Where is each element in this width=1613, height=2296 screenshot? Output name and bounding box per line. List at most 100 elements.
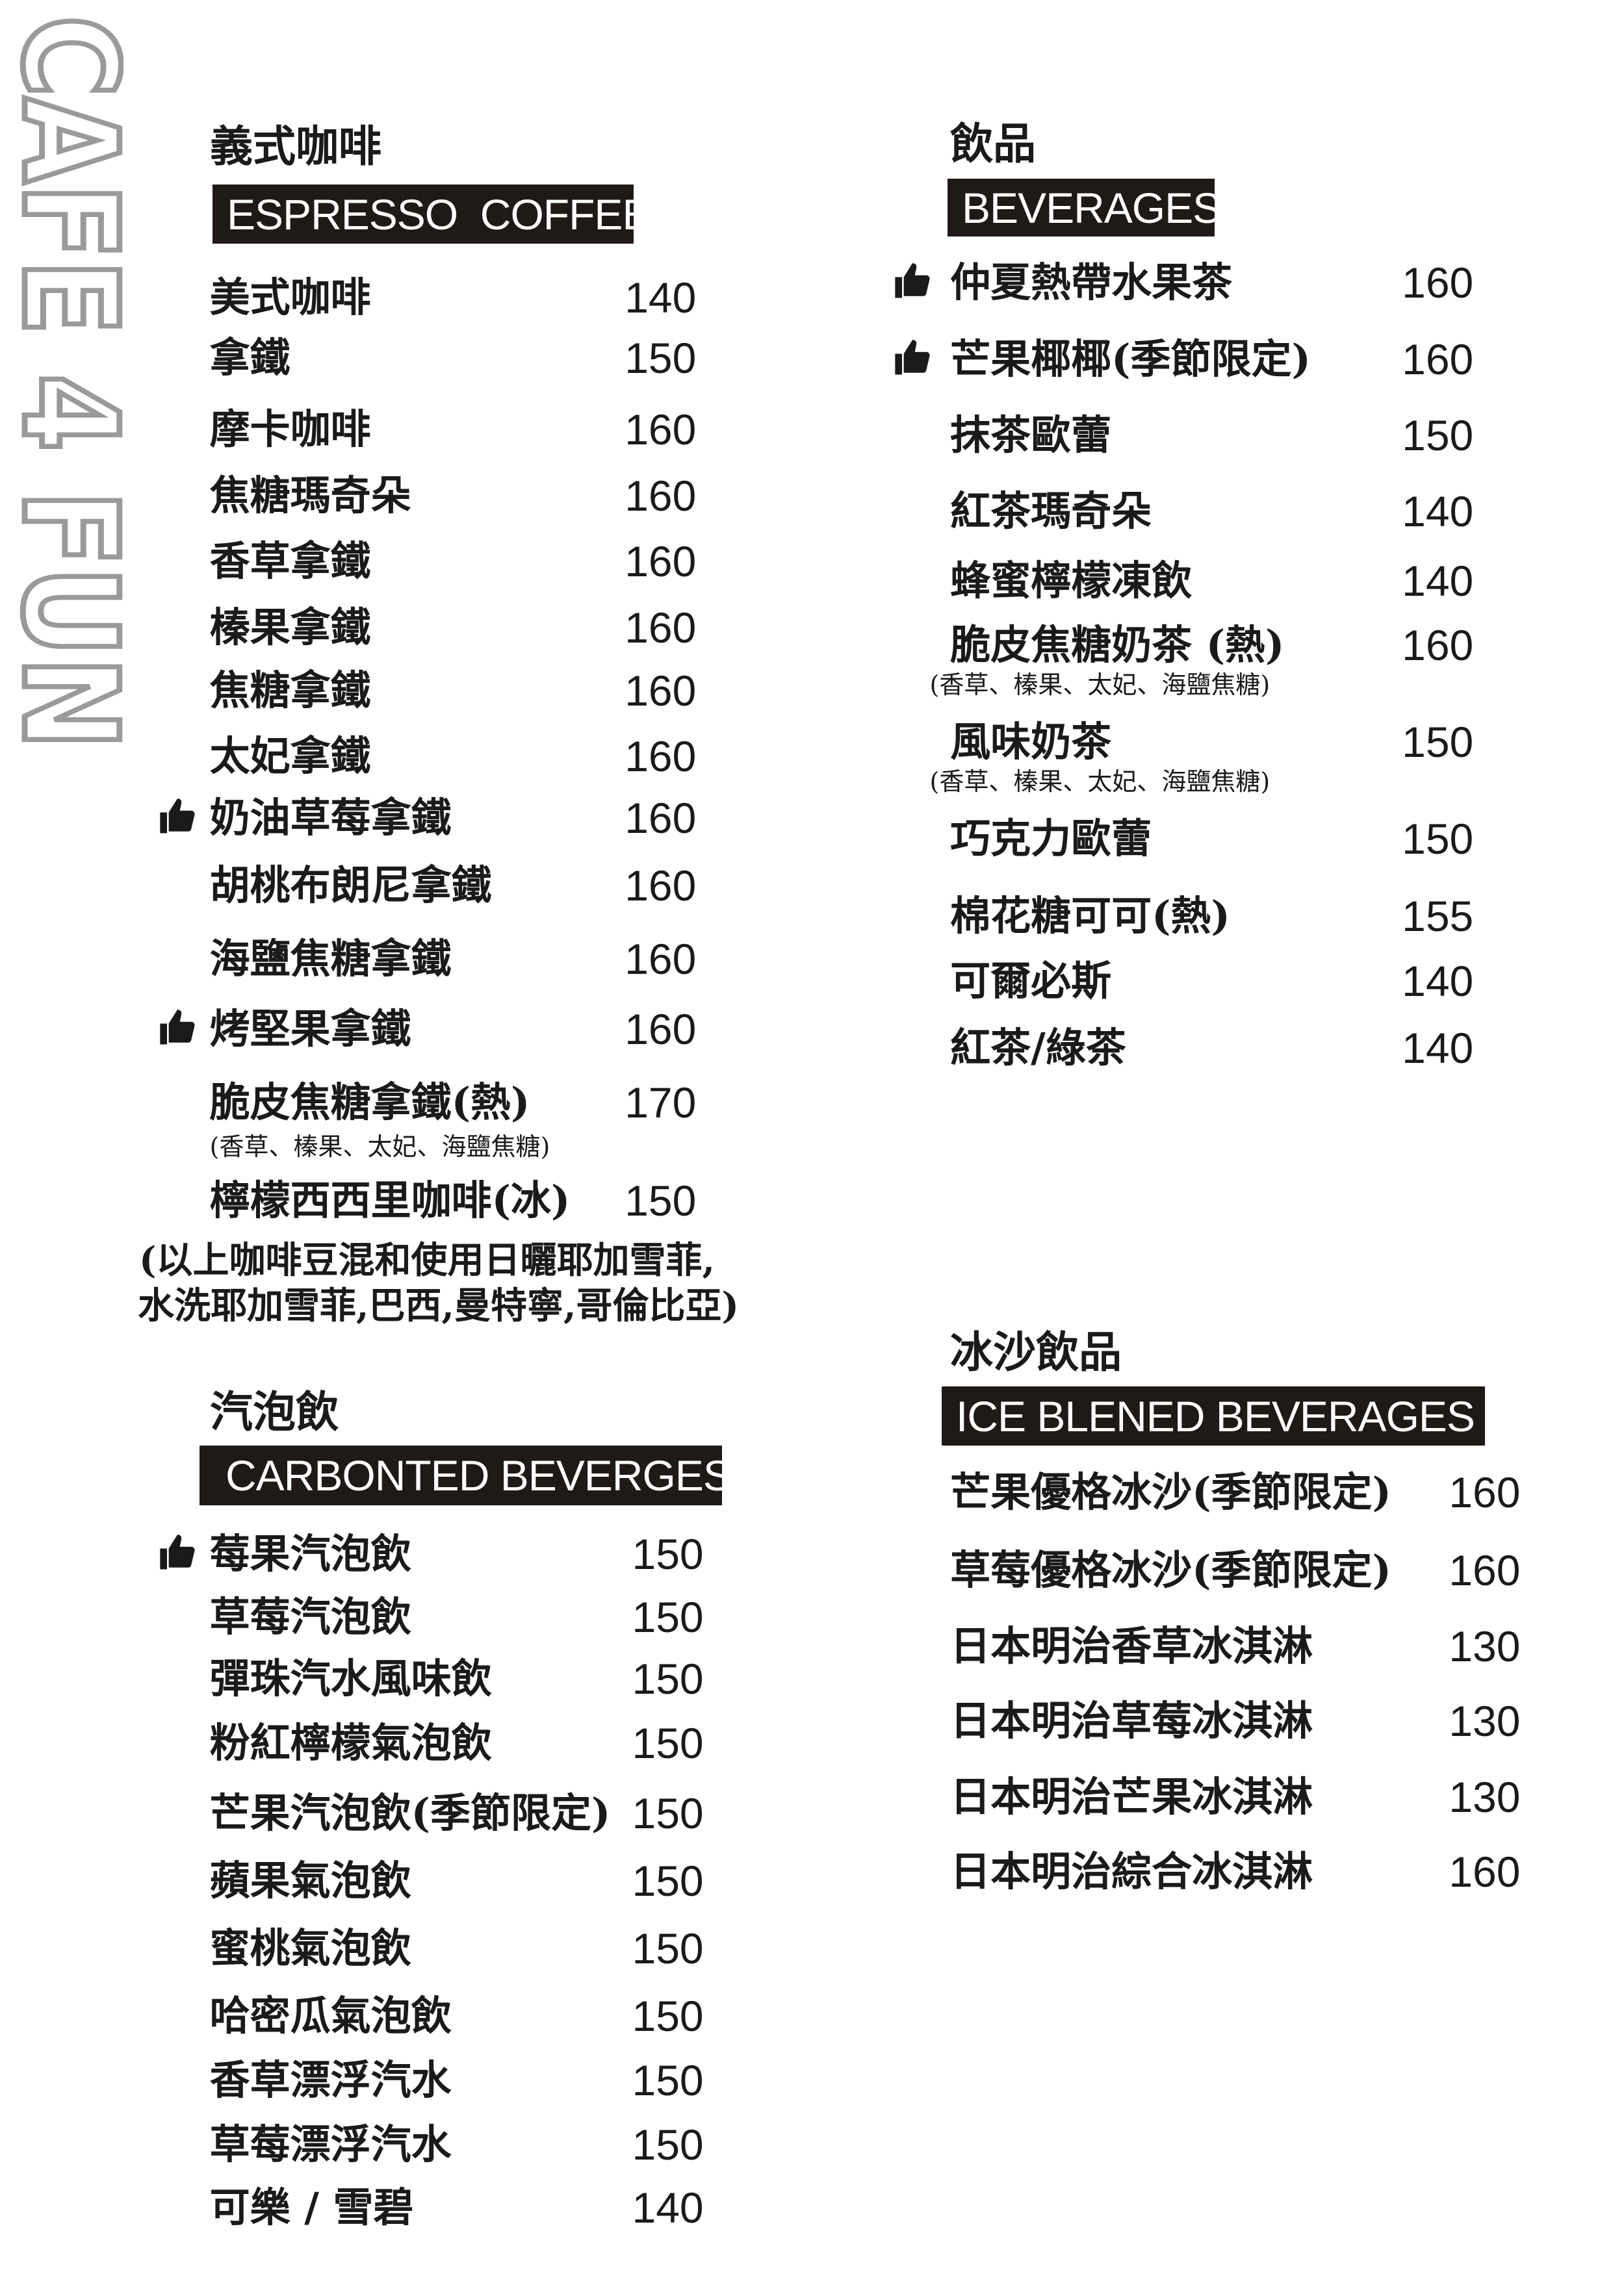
menu-item-price: 160 — [625, 537, 697, 586]
menu-item-name: 焦糖拿鐵 — [209, 666, 371, 714]
menu-item-price: 160 — [625, 732, 697, 781]
menu-item-name: 日本明治綜合冰淇淋 — [950, 1848, 1313, 1896]
menu-item-price: 150 — [625, 333, 697, 382]
menu-item-price: 150 — [632, 1991, 704, 2040]
thumbs-up-glyph — [160, 798, 195, 834]
menu-item-price: 150 — [632, 1856, 704, 1905]
menu-item-price: 150 — [632, 2056, 704, 2104]
thumbs-up-glyph — [895, 339, 930, 375]
menu-item-price: 140 — [1402, 1024, 1474, 1073]
menu-item-price: 140 — [1402, 487, 1474, 536]
menu-item-name: 草莓優格冰沙(季節限定) — [950, 1546, 1391, 1594]
menu-item-name: 莓果汽泡飲 — [209, 1529, 411, 1577]
section-title-zh: 飲品 — [950, 118, 1036, 169]
thumbs-up-icon — [157, 795, 198, 837]
menu-item-name: 日本明治草莓冰淇淋 — [950, 1697, 1313, 1744]
menu-item-price: 160 — [625, 471, 697, 520]
menu-item-price: 150 — [625, 1176, 697, 1225]
thumbs-up-icon — [157, 1006, 198, 1048]
menu-item-price: 160 — [625, 666, 697, 715]
menu-item-flavors: (香草、榛果、太妃、海鹽焦糖) — [929, 767, 1271, 796]
menu-item-name: 草莓漂浮汽水 — [209, 2121, 452, 2169]
menu-item-price: 150 — [632, 1592, 704, 1641]
menu-item-price: 140 — [1402, 956, 1474, 1005]
menu-item-name: 脆皮焦糖奶茶 (熱) — [950, 620, 1285, 669]
menu-item-name: 摩卡咖啡 — [209, 405, 371, 453]
menu-item-price: 155 — [1402, 892, 1474, 941]
menu-item-name: 仲夏熱帶水果茶 — [950, 259, 1233, 307]
section-title-zh: 汽泡飲 — [210, 1386, 339, 1437]
menu-item-price: 160 — [1402, 259, 1474, 307]
coffee-bean-note-line1: (以上咖啡豆混和使用日曬耶加雪菲, — [139, 1239, 715, 1282]
cafe-4-fun-logo: CAFE 4 FUN — [6, 13, 123, 753]
menu-item-price: 160 — [625, 405, 697, 454]
menu-item-price: 140 — [625, 274, 697, 322]
menu-item-price: 140 — [1402, 556, 1474, 605]
menu-item-name: 蜜桃氣泡飲 — [209, 1924, 411, 1972]
menu-item-name: 脆皮焦糖拿鐵(熱) — [209, 1078, 530, 1126]
menu-item-name: 焦糖瑪奇朵 — [209, 471, 411, 519]
menu-item-name: 可爾必斯 — [950, 956, 1112, 1004]
menu-item-price: 150 — [632, 2121, 704, 2169]
menu-item-price: 150 — [632, 1718, 704, 1767]
section-title-en: BEVERAGES — [948, 179, 1221, 236]
menu-item-name: 檸檬西西里咖啡(冰) — [209, 1176, 571, 1224]
menu-item-price: 150 — [632, 1789, 704, 1838]
menu-item-price: 140 — [632, 2184, 704, 2232]
menu-item-flavors: (香草、榛果、太妃、海鹽焦糖) — [209, 1132, 550, 1161]
logo-text: CAFE 4 FUN — [6, 16, 123, 750]
menu-item-name: 紅茶/綠茶 — [950, 1024, 1126, 1072]
menu-item-name: 太妃拿鐵 — [209, 732, 371, 780]
menu-item-name: 香草漂浮汽水 — [209, 2056, 452, 2104]
menu-item-price: 160 — [625, 603, 697, 652]
menu-item-name: 榛果拿鐵 — [209, 603, 371, 651]
menu-item-name: 可樂 / 雪碧 — [209, 2184, 414, 2232]
menu-item-name: 拿鐵 — [209, 333, 290, 381]
section-title-zh: 義式咖啡 — [210, 121, 381, 172]
menu-item-name: 日本明治香草冰淇淋 — [950, 1622, 1313, 1670]
menu-item-name: 棉花糖可可(熱) — [950, 892, 1230, 940]
menu-item-name: 海鹽焦糖拿鐵 — [209, 934, 452, 982]
menu-item-name: 日本明治芒果冰淇淋 — [950, 1773, 1313, 1821]
menu-item-price: 160 — [1449, 1848, 1521, 1896]
menu-item-price: 160 — [625, 934, 697, 983]
section-title-en: CARBONTED BEVERGES — [200, 1446, 732, 1505]
section-title-en: ICE BLENED BEVERAGES — [942, 1386, 1485, 1446]
menu-item-name: 彈珠汽水風味飲 — [209, 1654, 492, 1702]
menu-item-name: 風味奶茶 — [950, 717, 1112, 765]
menu-item-price: 160 — [1449, 1468, 1521, 1516]
menu-item-price: 160 — [625, 861, 697, 910]
menu-item-price: 160 — [625, 1004, 697, 1053]
menu-item-price: 150 — [1402, 411, 1474, 460]
menu-item-name: 草莓汽泡飲 — [209, 1592, 411, 1640]
menu-item-price: 130 — [1449, 1697, 1521, 1745]
menu-item-name: 巧克力歐蕾 — [950, 814, 1152, 862]
coffee-bean-note-line2: 水洗耶加雪菲,巴西,曼特寧,哥倫比亞) — [138, 1284, 739, 1327]
menu-item-price: 160 — [1402, 335, 1474, 383]
menu-item-name: 蜂蜜檸檬凍飲 — [950, 556, 1193, 604]
menu-item-price: 150 — [1402, 814, 1474, 863]
menu-item-name: 芒果優格冰沙(季節限定) — [950, 1468, 1391, 1516]
thumbs-up-glyph — [160, 1010, 195, 1045]
menu-item-price: 150 — [632, 1924, 704, 1972]
menu-item-name: 蘋果氣泡飲 — [209, 1856, 411, 1904]
menu-item-price: 130 — [1449, 1773, 1521, 1822]
menu-item-price: 160 — [1449, 1546, 1521, 1594]
menu-item-name: 芒果椰椰(季節限定) — [950, 335, 1311, 383]
thumbs-up-icon — [892, 260, 933, 301]
menu-item-price: 130 — [1449, 1622, 1521, 1670]
section-title-zh: 冰沙飲品 — [950, 1327, 1122, 1377]
menu-item-price: 160 — [625, 794, 697, 843]
menu-item-flavors: (香草、榛果、太妃、海鹽焦糖) — [929, 670, 1271, 699]
menu-item-price: 150 — [1402, 717, 1474, 766]
menu-item-price: 160 — [1402, 620, 1474, 669]
menu-item-name: 抹茶歐蕾 — [950, 411, 1112, 459]
menu-item-name: 哈密瓜氣泡飲 — [209, 1991, 452, 2039]
thumbs-up-glyph — [160, 1534, 195, 1570]
thumbs-up-icon — [157, 1531, 198, 1573]
thumbs-up-icon — [892, 337, 933, 378]
menu-item-name: 奶油草莓拿鐵 — [209, 794, 452, 842]
menu-item-name: 胡桃布朗尼拿鐵 — [209, 861, 492, 909]
menu-item-name: 紅茶瑪奇朵 — [950, 487, 1152, 535]
menu-item-price: 170 — [625, 1078, 697, 1127]
